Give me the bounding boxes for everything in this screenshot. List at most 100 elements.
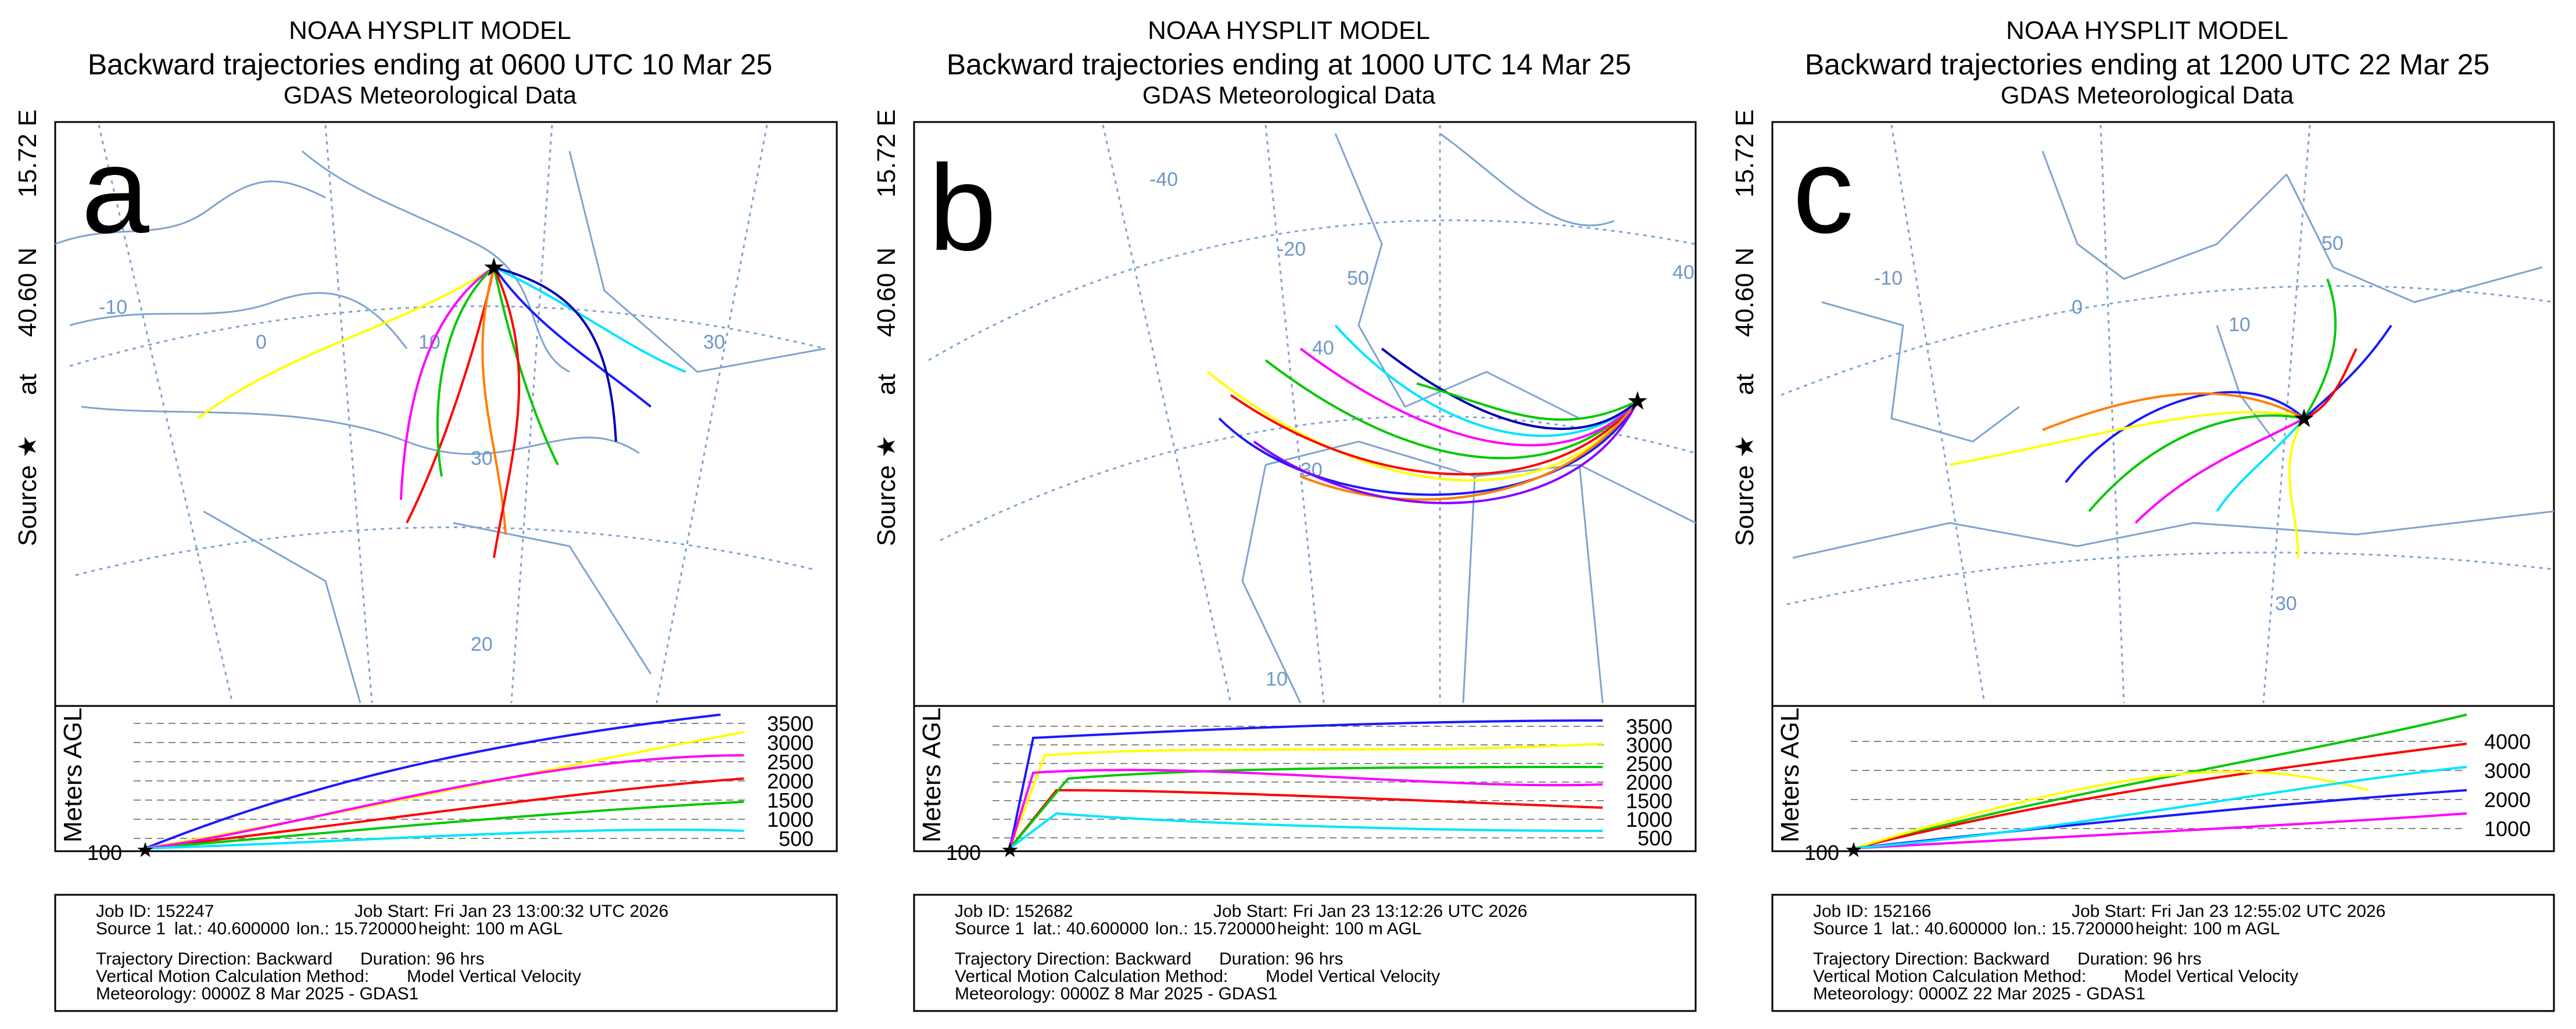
height-tick-1: 4000 xyxy=(2484,730,2531,754)
height-start-label: 100 xyxy=(946,841,981,865)
footer-vertical-value: Model Vertical Velocity xyxy=(407,967,581,986)
source-star-icon: ★ xyxy=(482,253,505,282)
height-tick-3: 2500 xyxy=(1626,752,1672,776)
job-start: Job Start: Fri Jan 23 12:55:02 UTC 2026 xyxy=(2072,902,2385,921)
meteorology-subtitle: GDAS Meteorological Data xyxy=(1142,81,1436,109)
grid-label-2: 0 xyxy=(2072,296,2083,318)
grid-label-5: 40 xyxy=(1312,337,1334,359)
grid-label-2: -20 xyxy=(1277,238,1306,260)
panel-b: NOAA HYSPLIT MODEL Backward trajectories… xyxy=(859,0,1719,1029)
height-lines xyxy=(1853,714,2467,849)
lon-label: 15.72 E xyxy=(872,109,901,198)
source-side-label: Source ★ at 40.60 N 15.72 E xyxy=(1731,109,1759,546)
height-start-star-icon: ★ xyxy=(1844,838,1863,862)
grid-label-3: 10 xyxy=(2229,314,2251,336)
map-gridlines xyxy=(1780,124,2554,704)
trajectory-lines xyxy=(1949,278,2392,558)
panel-a-figure: Source ★ at 40.60 N 15.72 E -10 0 10 30 xyxy=(13,109,838,1012)
footer-height: height: 100 m AGL xyxy=(418,919,563,938)
job-start: Job Start: Fri Jan 23 13:00:32 UTC 2026 xyxy=(354,902,668,921)
source-side-label: Source ★ at 40.60 N 15.72 E xyxy=(13,109,42,546)
grid-label-1: -10 xyxy=(99,296,127,318)
lat-label: 40.60 N xyxy=(13,248,42,337)
panel-c: NOAA HYSPLIT MODEL Backward trajectories… xyxy=(1717,0,2576,1029)
footer-lon: lon.: 15.720000 xyxy=(1155,919,1276,938)
height-tick-7: 500 xyxy=(1638,826,1672,850)
footer-frame xyxy=(1771,894,2555,1012)
panel-c-figure: Source ★ at 40.60 N 15.72 E -10 0 10 50 … xyxy=(1731,109,2555,1012)
height-tick-6: 1000 xyxy=(767,808,814,831)
height-start-star-icon: ★ xyxy=(1001,838,1019,862)
height-tick-1: 3500 xyxy=(767,712,814,736)
height-tick-3: 2500 xyxy=(767,750,814,774)
grid-label-2: 0 xyxy=(256,331,267,353)
trajectory-title: Backward trajectories ending at 0600 UTC… xyxy=(87,48,773,81)
map-frame xyxy=(54,121,838,707)
height-tick-2: 3000 xyxy=(2484,759,2531,783)
height-frame xyxy=(54,705,838,852)
lon-label: 15.72 E xyxy=(1731,109,1759,198)
map-gridlines xyxy=(928,124,1696,704)
height-tick-1: 3500 xyxy=(1626,715,1672,738)
footer-vertical: Vertical Motion Calculation Method: xyxy=(96,967,369,986)
footer-vertical: Vertical Motion Calculation Method: xyxy=(955,967,1228,986)
height-tick-6: 1000 xyxy=(1626,808,1672,831)
grid-label-6: 20 xyxy=(471,633,493,655)
panel-letter: a xyxy=(81,122,149,259)
lon-label: 15.72 E xyxy=(13,109,42,198)
grid-label-4: 50 xyxy=(2321,232,2344,254)
model-title: NOAA HYSPLIT MODEL xyxy=(1148,16,1430,45)
trajectory-lines xyxy=(196,266,686,558)
source-side-label: Source ★ at 40.60 N 15.72 E xyxy=(872,109,901,546)
footer-duration: Duration: 96 hrs xyxy=(1219,949,1343,969)
height-tick-2: 3000 xyxy=(1626,733,1672,757)
height-axis-label: Meters AGL xyxy=(59,708,87,842)
lat-label: 40.60 N xyxy=(1731,248,1759,337)
grid-label-7: 10 xyxy=(1266,668,1288,690)
lat-label: 40.60 N xyxy=(872,248,901,337)
footer-frame xyxy=(54,894,838,1012)
footer-meteorology: Meteorology: 0000Z 8 Mar 2025 - GDAS1 xyxy=(96,984,418,1003)
height-tick-2: 3000 xyxy=(767,731,814,755)
model-title: NOAA HYSPLIT MODEL xyxy=(289,16,571,45)
map-coastlines xyxy=(1241,132,1696,704)
map-gridlines xyxy=(69,124,826,704)
source-label: Source ★ xyxy=(13,435,42,546)
job-id: Job ID: 152682 xyxy=(955,902,1073,921)
height-tick-7: 500 xyxy=(779,827,814,851)
map-coastlines xyxy=(55,150,826,704)
footer-source: Source 1 xyxy=(955,919,1024,938)
source-label: Source ★ xyxy=(872,435,901,546)
height-frame xyxy=(913,705,1697,852)
grid-label-5: 30 xyxy=(2275,593,2297,615)
grid-label-4: 40 xyxy=(1672,261,1694,284)
panel-a: NOAA HYSPLIT MODEL Backward trajectories… xyxy=(0,0,860,1029)
panel-b-figure: Source ★ at 40.60 N 15.72 E -40 -20 50 4… xyxy=(872,109,1697,1012)
footer-frame xyxy=(913,894,1697,1012)
height-tick-3: 2000 xyxy=(2484,788,2531,812)
panel-letter: c xyxy=(1793,122,1854,259)
footer-source: Source 1 xyxy=(96,919,166,938)
footer-vertical-value: Model Vertical Velocity xyxy=(2124,967,2298,986)
footer-lon: lon.: 15.720000 xyxy=(2013,919,2134,938)
footer-direction: Trajectory Direction: Backward xyxy=(1813,949,2050,969)
map-frame xyxy=(1771,121,2555,707)
footer-lat: lat.: 40.600000 xyxy=(174,919,290,938)
height-start-label: 100 xyxy=(1804,841,1839,865)
at-label: at xyxy=(13,374,42,395)
map-frame xyxy=(913,121,1697,707)
trajectory-title: Backward trajectories ending at 1200 UTC… xyxy=(1804,48,2490,81)
height-lines xyxy=(145,714,744,849)
model-title: NOAA HYSPLIT MODEL xyxy=(2006,16,2288,45)
footer-vertical-value: Model Vertical Velocity xyxy=(1266,967,1440,986)
height-lines xyxy=(1009,719,1603,849)
grid-label-1: -10 xyxy=(1874,267,1903,289)
grid-label-3: 50 xyxy=(1347,267,1369,289)
at-label: at xyxy=(1731,374,1759,395)
footer-vertical: Vertical Motion Calculation Method: xyxy=(1813,967,2086,986)
height-axis-label: Meters AGL xyxy=(918,708,946,842)
footer-meteorology: Meteorology: 0000Z 8 Mar 2025 - GDAS1 xyxy=(955,984,1277,1003)
job-id: Job ID: 152166 xyxy=(1813,902,1931,921)
footer-height: height: 100 m AGL xyxy=(1277,919,1422,938)
footer-meteorology: Meteorology: 0000Z 22 Mar 2025 - GDAS1 xyxy=(1813,984,2145,1003)
